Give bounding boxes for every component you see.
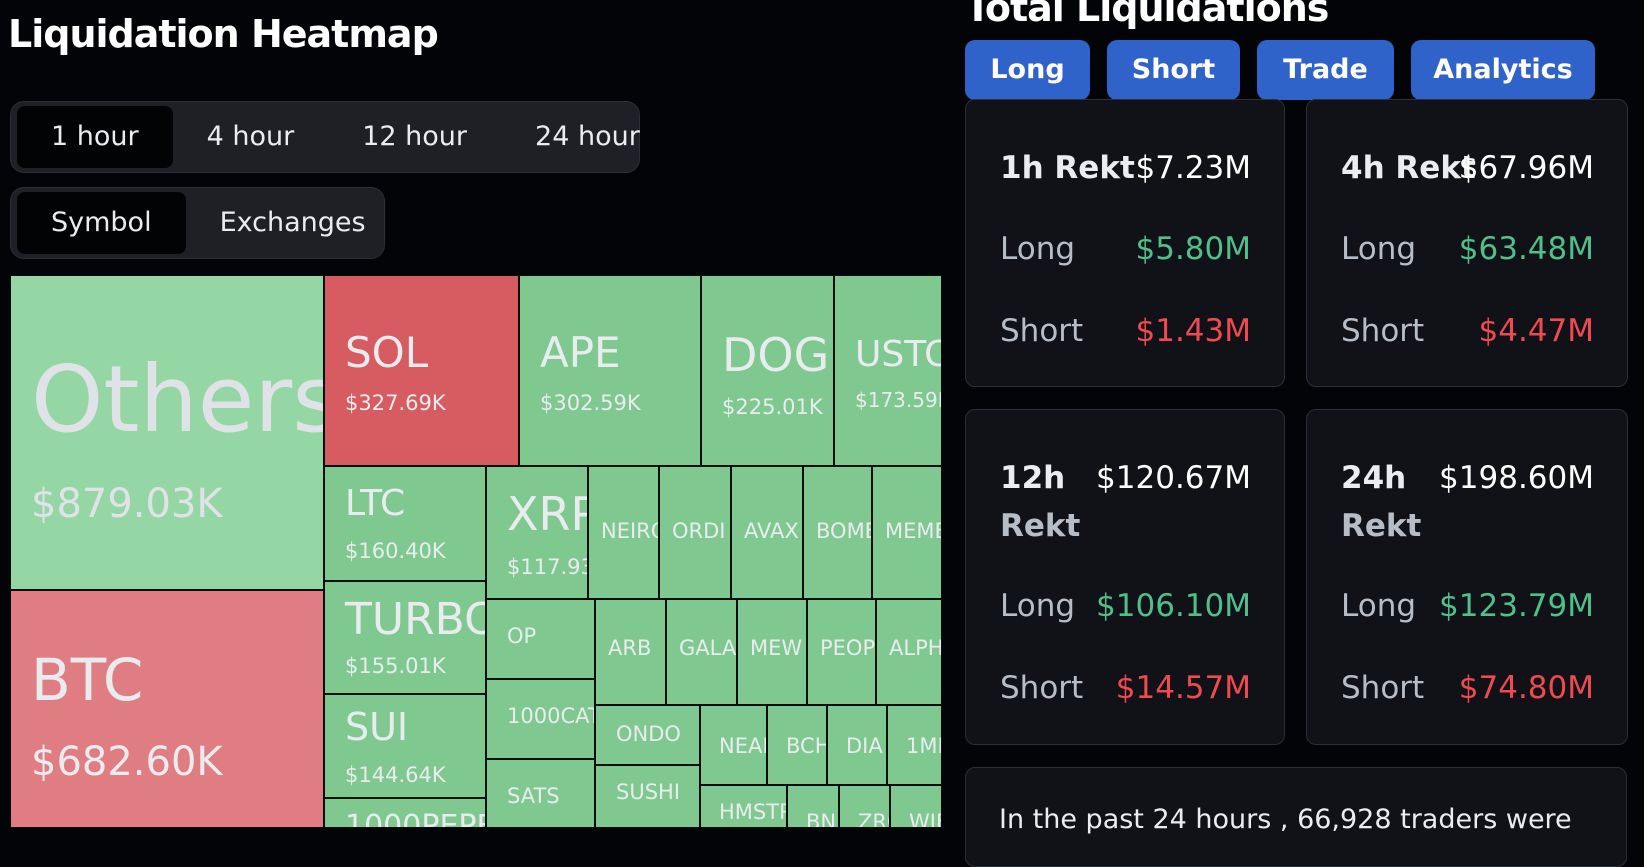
card-long-label: Long: [1341, 231, 1417, 267]
tab-short[interactable]: Short: [1107, 40, 1240, 100]
heatmap-cell-bome[interactable]: BOME: [803, 466, 872, 599]
heatmap-cell-op[interactable]: OP: [486, 599, 595, 679]
card-total: $198.60M: [1439, 460, 1594, 496]
card-short-label: Short: [1000, 313, 1084, 349]
heatmap-cell-1000cat[interactable]: 1000CAT: [486, 679, 595, 759]
card-long-label: Long: [1000, 588, 1076, 624]
time-24-hour[interactable]: 24 hour: [535, 121, 640, 152]
card-1h-rekt: 1h Rekt $7.23M Long $5.80M Short $1.43M: [965, 99, 1285, 387]
time-12-hour[interactable]: 12 hour: [362, 121, 468, 152]
heatmap-cell-mew[interactable]: MEW: [737, 599, 807, 705]
heatmap-cell-1mbabydoge[interactable]: 1MBABYDOGE: [887, 705, 942, 785]
heatmap-cell-gala[interactable]: GALA: [666, 599, 737, 705]
heatmap-cell-bnb[interactable]: BNB: [787, 785, 839, 828]
card-long-value: $106.10M: [1096, 588, 1251, 624]
heatmap-cell-sats[interactable]: SATS: [486, 759, 595, 828]
heatmap-title: Liquidation Heatmap: [8, 12, 439, 56]
card-period-label: 1h Rekt: [1000, 150, 1135, 186]
heatmap-cell-btc[interactable]: BTC $682.60K: [10, 590, 324, 828]
summary-panel: In the past 24 hours , 66,928 traders we…: [965, 767, 1627, 867]
card-long-value: $63.48M: [1458, 231, 1594, 267]
group-by-selector: Symbol Exchanges: [10, 187, 385, 259]
heatmap-cell-zro[interactable]: ZRO: [839, 785, 890, 828]
heatmap-cell-bch[interactable]: BCH: [767, 705, 827, 785]
card-short-value: $74.80M: [1458, 670, 1594, 706]
card-period-label: 24h: [1341, 460, 1407, 496]
heatmap-cell-sushi[interactable]: SUSHI: [595, 765, 700, 828]
card-24h-rekt: 24h Rekt $198.60M Long $123.79M Short $7…: [1306, 409, 1628, 745]
tab-long[interactable]: Long: [965, 40, 1090, 100]
card-total: $7.23M: [1135, 150, 1252, 186]
heatmap-cell-xrp[interactable]: XRP $117.93K: [486, 466, 588, 599]
heatmap-cell-arb[interactable]: ARB: [595, 599, 666, 705]
card-short-value: $14.57M: [1115, 670, 1251, 706]
heatmap-cell-turbo[interactable]: TURBO $155.01K: [324, 581, 486, 694]
heatmap-cell-near[interactable]: NEAR: [700, 705, 767, 785]
tab-trade[interactable]: Trade: [1257, 40, 1394, 100]
group-symbol[interactable]: Symbol: [17, 192, 186, 254]
heatmap-cell-doge[interactable]: DOGE $225.01K: [701, 275, 834, 466]
card-short-label: Short: [1341, 313, 1425, 349]
group-exchanges[interactable]: Exchanges: [219, 207, 366, 238]
liquidation-heatmap: Others $879.03K BTC $682.60K SOL $327.69…: [10, 275, 942, 828]
heatmap-cell-wif[interactable]: WIF: [890, 785, 942, 828]
tab-analytics[interactable]: Analytics: [1411, 40, 1595, 100]
heatmap-cell-avax[interactable]: AVAX: [731, 466, 803, 599]
time-1-hour[interactable]: 1 hour: [17, 106, 173, 168]
card-long-value: $123.79M: [1439, 588, 1594, 624]
heatmap-cell-sui[interactable]: SUI $144.64K: [324, 694, 486, 798]
heatmap-cell-1000pepe[interactable]: 1000PEPE: [324, 798, 486, 828]
card-long-value: $5.80M: [1135, 231, 1252, 267]
time-range-selector: 1 hour 4 hour 12 hour 24 hour: [10, 101, 640, 173]
card-period-label: 12h: [1000, 460, 1066, 496]
card-short-value: $1.43M: [1135, 313, 1252, 349]
card-long-label: Long: [1341, 588, 1417, 624]
card-short-label: Short: [1341, 670, 1425, 706]
heatmap-cell-ape[interactable]: APE $302.59K: [519, 275, 701, 466]
heatmap-cell-sol[interactable]: SOL $327.69K: [324, 275, 519, 466]
card-period-label: 4h Rekt: [1341, 150, 1476, 186]
time-4-hour[interactable]: 4 hour: [206, 121, 295, 152]
card-total: $120.67M: [1096, 460, 1251, 496]
heatmap-cell-meme[interactable]: MEME: [872, 466, 942, 599]
heatmap-cell-dia[interactable]: DIA: [827, 705, 887, 785]
card-total: $67.96M: [1458, 150, 1594, 186]
heatmap-cell-alpha[interactable]: ALPHA: [876, 599, 942, 705]
heatmap-cell-ltc[interactable]: LTC $160.40K: [324, 466, 486, 581]
card-long-label: Long: [1000, 231, 1076, 267]
summary-text: In the past 24 hours , 66,928 traders we…: [999, 804, 1572, 835]
card-short-value: $4.47M: [1478, 313, 1595, 349]
heatmap-cell-ustc[interactable]: USTC $173.59K: [834, 275, 942, 466]
card-short-label: Short: [1000, 670, 1084, 706]
card-4h-rekt: 4h Rekt $67.96M Long $63.48M Short $4.47…: [1306, 99, 1628, 387]
total-liquidations-title: Total Liquidations: [965, 0, 1329, 30]
card-period-suffix: Rekt: [1341, 508, 1422, 544]
card-period-suffix: Rekt: [1000, 508, 1081, 544]
card-12h-rekt: 12h Rekt $120.67M Long $106.10M Short $1…: [965, 409, 1285, 745]
heatmap-cell-ordi[interactable]: ORDI: [659, 466, 731, 599]
heatmap-cell-hmstr[interactable]: HMSTR: [700, 785, 787, 828]
heatmap-cell-people[interactable]: PEOPLE: [807, 599, 876, 705]
heatmap-cell-ondo[interactable]: ONDO: [595, 705, 700, 765]
heatmap-cell-others[interactable]: Others $879.03K: [10, 275, 324, 590]
